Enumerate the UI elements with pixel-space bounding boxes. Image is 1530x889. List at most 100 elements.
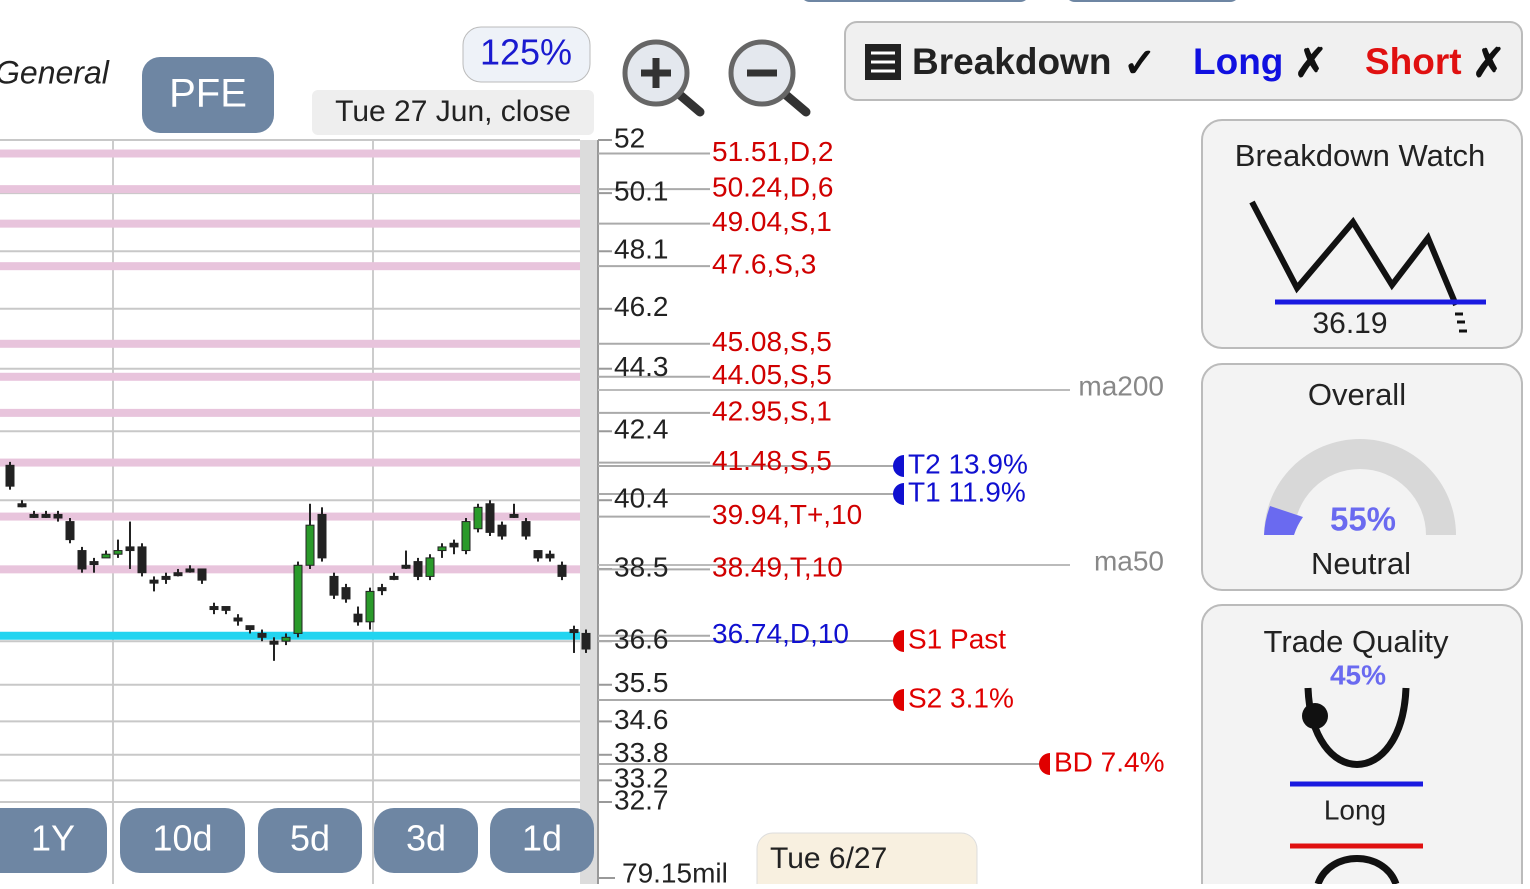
zoom-out[interactable]	[728, 39, 811, 117]
range-buttons: 1Y 10d 5d 3d 1d	[0, 808, 594, 873]
level-band	[0, 631, 580, 640]
candle-body	[53, 513, 63, 519]
range-button[interactable]	[0, 808, 107, 873]
candle-body	[77, 550, 87, 570]
candle-body	[17, 503, 27, 508]
level-band	[0, 149, 580, 158]
y-tick-label: 40.4	[614, 483, 669, 514]
symbol-button[interactable]	[142, 57, 274, 133]
target-marker	[1039, 753, 1050, 775]
level-band	[0, 458, 580, 467]
top-tab[interactable]	[800, 0, 1030, 2]
y-tick-label: 50.1	[614, 176, 669, 207]
level-label: 47.6,S,3	[712, 249, 816, 280]
range-button-label: 1Y	[31, 818, 75, 859]
candle-body	[545, 553, 555, 559]
y-tick-label: 46.2	[614, 291, 669, 322]
level-band	[0, 408, 580, 417]
quality-icon	[1314, 855, 1400, 886]
candle-body	[257, 632, 267, 638]
top-tab[interactable]	[1065, 0, 1240, 2]
candle-body	[473, 506, 483, 530]
toggle-state[interactable]: ✗	[1472, 42, 1506, 86]
menu-icon[interactable]	[865, 44, 901, 80]
y-tick-label: 52	[614, 122, 645, 153]
panel-value: 36.19	[1312, 307, 1387, 340]
range-button[interactable]	[258, 808, 362, 873]
panel-title: Trade Quality	[1264, 624, 1449, 659]
range-button[interactable]	[490, 808, 594, 873]
target-marker	[893, 630, 904, 652]
candle-body	[533, 550, 543, 559]
candle-body	[437, 546, 447, 552]
panel-value: 55%	[1330, 501, 1396, 538]
y-tick-label: 48.1	[614, 234, 669, 265]
panel	[1201, 604, 1523, 889]
level-label: 39.94,T+,10	[712, 499, 862, 530]
toggles: Breakdown ✓ Long ✗ Short ✗	[912, 41, 1506, 86]
candle-body	[329, 575, 339, 596]
candle-body	[221, 606, 231, 611]
target-label: BD 7.4%	[1054, 746, 1165, 777]
target-marker	[893, 483, 904, 505]
target-label: T1 11.9%	[908, 476, 1026, 507]
target-label: S2 3.1%	[908, 682, 1014, 713]
toggle-state[interactable]: ✓	[1123, 42, 1157, 86]
pattern-icon	[1249, 200, 1459, 307]
panel-verdict: Long	[1324, 794, 1386, 825]
y-tick-label: 33.8	[614, 737, 669, 768]
candle-body	[401, 564, 411, 569]
y-tick-label: 32.7	[614, 784, 669, 815]
range-button-label: 10d	[152, 818, 212, 859]
level-label: 49.04,S,1	[712, 206, 832, 237]
candle-body	[509, 513, 519, 518]
candle-body	[173, 572, 183, 577]
candle-body	[485, 503, 495, 533]
market-label: General	[0, 54, 110, 90]
y-tick-label: 36.6	[614, 624, 669, 655]
zoom-in[interactable]	[622, 39, 705, 117]
target-label: T2 13.9%	[908, 448, 1028, 479]
level-band	[0, 512, 580, 521]
level-label: 44.05,S,5	[712, 359, 832, 390]
level-label: 51.51,D,2	[712, 136, 833, 167]
toggle-label[interactable]: Short	[1365, 41, 1462, 82]
plot	[0, 139, 1070, 884]
toggle-state[interactable]: ✗	[1294, 42, 1328, 86]
candle-body	[353, 613, 363, 623]
candle-body	[557, 564, 567, 577]
candle-body	[101, 553, 111, 559]
candle-body	[41, 513, 51, 518]
toggle-label[interactable]: Breakdown	[912, 41, 1111, 82]
candle-body	[461, 521, 471, 552]
range-button-label: 5d	[290, 818, 330, 859]
zoom-pill[interactable]	[462, 26, 591, 83]
candle-body	[449, 542, 459, 548]
candle-body	[317, 513, 327, 559]
toggle-label[interactable]: Long	[1193, 41, 1283, 82]
candle-body	[113, 550, 123, 555]
zoom-level: 125%	[480, 32, 572, 73]
panel-verdict: Neutral	[1311, 546, 1411, 581]
candle-body	[149, 579, 159, 584]
toggle-bar	[844, 21, 1523, 101]
range-button[interactable]	[120, 808, 245, 873]
ma-label: ma50	[1094, 545, 1164, 576]
level-label: 45.08,S,5	[712, 326, 832, 357]
level-label: 38.49,T,10	[712, 552, 843, 583]
y-tick-label: 33.2	[614, 763, 669, 794]
date-label: Tue 27 Jun, close	[335, 95, 571, 128]
candle-body	[233, 617, 243, 622]
gauge-fill	[1264, 506, 1303, 535]
target-marker	[893, 455, 904, 477]
ma-label: ma200	[1078, 370, 1164, 401]
target-label: S1 Past	[908, 623, 1006, 654]
date-box	[312, 90, 594, 135]
level-band	[0, 372, 580, 381]
range-button[interactable]	[374, 808, 478, 873]
scroll-strip	[580, 140, 597, 884]
candle-body	[89, 561, 99, 566]
level-label: 36.74,D,10	[712, 618, 849, 649]
candle-body	[29, 513, 39, 518]
